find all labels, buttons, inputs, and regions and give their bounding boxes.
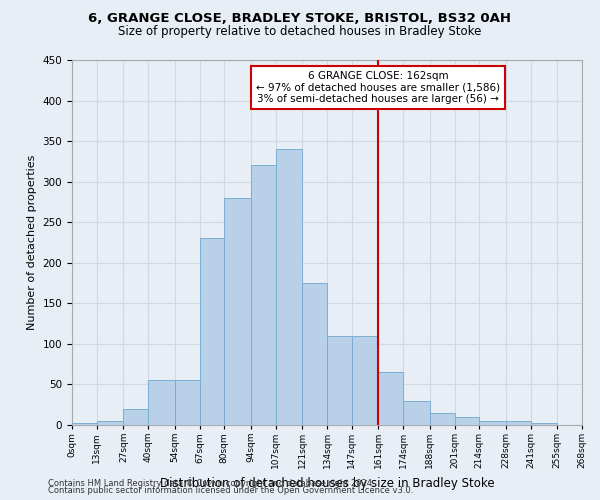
Bar (352, 336, 379, 425)
Text: Contains HM Land Registry data © Crown copyright and database right 2024.: Contains HM Land Registry data © Crown c… (48, 478, 374, 488)
Bar (530, 424, 557, 425)
Bar (275, 149, 302, 425)
Bar (148, 380, 175, 425)
Text: 6, GRANGE CLOSE, BRADLEY STOKE, BRISTOL, BS32 0AH: 6, GRANGE CLOSE, BRADLEY STOKE, BRISTOL,… (89, 12, 511, 26)
Bar (124, 409, 148, 425)
Bar (72, 424, 97, 425)
Bar (97, 421, 124, 425)
Text: 6 GRANGE CLOSE: 162sqm
← 97% of detached houses are smaller (1,586)
3% of semi-d: 6 GRANGE CLOSE: 162sqm ← 97% of detached… (256, 71, 500, 104)
Bar (199, 238, 224, 425)
Bar (302, 283, 327, 425)
Text: Size of property relative to detached houses in Bradley Stoke: Size of property relative to detached ho… (118, 25, 482, 38)
Bar (403, 400, 430, 425)
X-axis label: Distribution of detached houses by size in Bradley Stoke: Distribution of detached houses by size … (160, 476, 494, 490)
Bar (327, 336, 352, 425)
Bar (379, 372, 403, 425)
Bar (251, 166, 275, 425)
Text: Contains public sector information licensed under the Open Government Licence v3: Contains public sector information licen… (48, 486, 413, 495)
Bar (506, 421, 530, 425)
Bar (455, 417, 479, 425)
Bar (224, 198, 251, 425)
Y-axis label: Number of detached properties: Number of detached properties (27, 155, 37, 330)
Bar (430, 413, 455, 425)
Bar (175, 380, 199, 425)
Bar (479, 421, 506, 425)
